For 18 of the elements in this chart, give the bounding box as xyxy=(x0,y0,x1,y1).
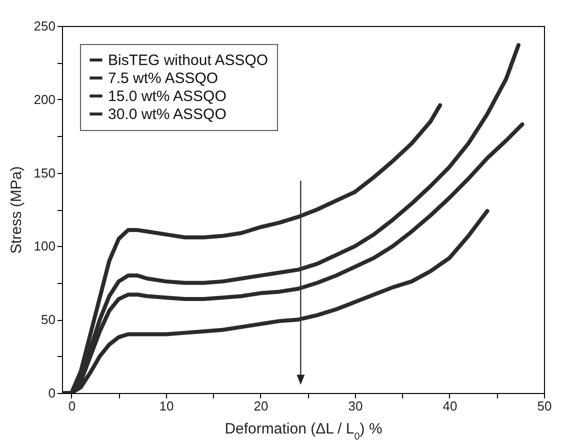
legend-label: 30.0 wt% ASSQO xyxy=(108,106,226,123)
x-tick-label: 50 xyxy=(537,398,552,414)
y-tick-label: 250 xyxy=(34,18,56,34)
y-tick-label: 200 xyxy=(34,92,56,107)
y-tick-label: 50 xyxy=(41,312,56,328)
x-tick-label: 0 xyxy=(68,398,76,414)
x-axis-title: Deformation (ΔL / L$_{0}$) % xyxy=(224,420,382,442)
y-tick-label: 0 xyxy=(48,386,56,400)
legend-label: BisTEG without ASSQO xyxy=(108,52,268,69)
x-tick-label: 40 xyxy=(442,398,458,414)
y-tick-label: 150 xyxy=(34,165,56,180)
y-axis-title: Stress (MPa) xyxy=(8,166,25,254)
y-tick-label: 100 xyxy=(34,238,56,254)
x-tick-label: 10 xyxy=(159,398,174,414)
legend-label: 15.0 wt% ASSQO xyxy=(108,88,226,105)
x-tick-label: 30 xyxy=(348,398,363,414)
legend-label: 7.5 wt% ASSQO xyxy=(108,70,218,87)
x-tick-label: 20 xyxy=(254,398,268,414)
